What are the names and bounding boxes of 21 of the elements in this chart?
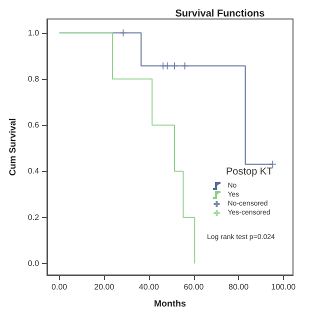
chart-title: Survival Functions — [175, 8, 266, 20]
x-tick-label: 100.00 — [271, 282, 296, 292]
point — [180, 62, 189, 70]
point — [119, 28, 128, 37]
y-axis-title: Cum Survival — [8, 118, 18, 176]
point — [170, 62, 178, 70]
y-tick-label: 0.4 — [28, 166, 40, 176]
x-tick-label: 20.00 — [94, 282, 115, 292]
y-tick-label: 0.0 — [28, 258, 40, 268]
x-tick-label: 80.00 — [228, 282, 250, 292]
y-tick-label: 1.0 — [28, 28, 40, 38]
legend-title: Postop KT — [226, 166, 273, 178]
x-axis-title: Months — [154, 298, 186, 308]
x-tick-label: 60.00 — [184, 282, 204, 292]
x-tick-label: 40.00 — [138, 282, 160, 292]
point — [163, 62, 172, 70]
y-tick-label: 0.6 — [28, 120, 40, 130]
x-tick-label: 0.00 — [52, 282, 68, 292]
y-tick-label: 0.8 — [28, 74, 40, 84]
y-tick-label: 0.2 — [28, 212, 40, 222]
point — [268, 160, 277, 168]
